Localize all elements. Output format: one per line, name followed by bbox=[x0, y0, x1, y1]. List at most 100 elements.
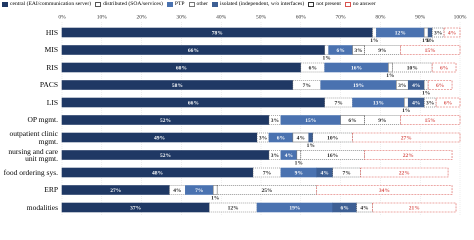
y-tick-label: HIS bbox=[45, 27, 58, 37]
legend-swatch bbox=[188, 1, 195, 7]
y-tick-label: modalities bbox=[26, 202, 58, 212]
bar-segment bbox=[423, 80, 429, 90]
value-label: 3% bbox=[259, 135, 267, 141]
value-label: 1% bbox=[307, 143, 315, 149]
legend-item: central (EAI/communication server) bbox=[2, 1, 91, 7]
value-label: 22% bbox=[399, 170, 410, 176]
legend-item: other bbox=[188, 1, 208, 7]
value-label: 9% bbox=[378, 118, 386, 124]
bar-segment bbox=[372, 27, 377, 38]
value-label: 52% bbox=[160, 118, 171, 124]
legend-item: isolated (independent, w/o interfaces) bbox=[212, 1, 304, 7]
x-tick-label: 40% bbox=[216, 14, 227, 20]
value-label: 34% bbox=[379, 188, 390, 194]
value-label: 22% bbox=[403, 153, 414, 159]
value-label: 3% bbox=[271, 153, 279, 159]
value-label: 6% bbox=[340, 205, 348, 211]
value-label: 60% bbox=[176, 65, 187, 71]
bar-segment bbox=[388, 62, 393, 73]
x-tick-label: 90% bbox=[415, 14, 426, 20]
bar-segment bbox=[61, 185, 170, 195]
value-label: 6% bbox=[444, 100, 452, 106]
bar-segment bbox=[352, 132, 461, 143]
value-label: 37% bbox=[130, 205, 141, 211]
value-label: 4% bbox=[448, 30, 456, 36]
value-label: 15% bbox=[425, 48, 436, 54]
legend-label: no answer bbox=[352, 1, 376, 7]
y-tick-label: nursing and care unit mgmt. bbox=[8, 146, 58, 163]
value-label: 3% bbox=[426, 100, 434, 106]
value-label: 48% bbox=[152, 170, 163, 176]
value-label: 52% bbox=[160, 153, 171, 159]
legend-label: central (EAI/communication server) bbox=[10, 1, 92, 7]
plot: 0% 10% 20% 30% 40% 50% 60% 70% 80% 90% 100% 78% 1% 12… bbox=[58, 14, 467, 216]
bar-segment bbox=[431, 62, 457, 73]
value-label: 4% bbox=[412, 100, 420, 106]
bar-segment bbox=[316, 185, 453, 195]
y-tick-label: RIS bbox=[46, 62, 58, 72]
value-label: 10% bbox=[407, 65, 418, 71]
value-label: 6% bbox=[348, 118, 356, 124]
bar-segment bbox=[308, 132, 314, 143]
value-label: 12% bbox=[395, 30, 406, 36]
bar-segment bbox=[372, 202, 457, 213]
bar-segment bbox=[300, 150, 365, 160]
bar-segment bbox=[296, 150, 302, 160]
value-label: 1% bbox=[422, 90, 430, 96]
legend-swatch bbox=[344, 1, 351, 7]
y-tick-label: LIS bbox=[46, 97, 58, 107]
legend-swatch bbox=[2, 1, 8, 7]
value-label: 7% bbox=[195, 188, 203, 194]
bar-segment bbox=[427, 80, 453, 90]
x-tick-label: 50% bbox=[256, 14, 267, 20]
value-label: 9% bbox=[295, 170, 303, 176]
value-label: 1% bbox=[323, 55, 331, 61]
x-tick-label: 80% bbox=[375, 14, 386, 20]
legend-swatch bbox=[212, 1, 219, 7]
value-label: 13% bbox=[373, 100, 384, 106]
legend-item: distributed (SOA/services) bbox=[95, 1, 163, 7]
value-label: 21% bbox=[409, 205, 420, 211]
legend-label: distributed (SOA/services) bbox=[103, 1, 163, 7]
value-label: 66% bbox=[188, 48, 199, 54]
y-tick-label: food ordering sys. bbox=[3, 167, 58, 177]
bar-segment bbox=[399, 115, 461, 125]
value-label: 3% bbox=[398, 83, 406, 89]
y-tick-label: PACS bbox=[39, 80, 58, 89]
value-label: 7% bbox=[342, 170, 350, 176]
bar-segment bbox=[360, 167, 449, 178]
value-label: 19% bbox=[353, 83, 364, 89]
value-label: 6% bbox=[309, 65, 317, 71]
value-label: 27% bbox=[110, 188, 121, 194]
value-label: 7% bbox=[303, 83, 311, 89]
value-label: 3% bbox=[271, 118, 279, 124]
x-tick-label: 70% bbox=[336, 14, 347, 20]
value-label: 58% bbox=[172, 83, 183, 89]
value-label: 7% bbox=[263, 170, 271, 176]
value-label: 6% bbox=[436, 83, 444, 89]
bar-segment bbox=[423, 27, 429, 38]
value-label: 1% bbox=[295, 160, 303, 166]
bar-segment bbox=[403, 97, 409, 108]
legend-swatch bbox=[308, 1, 315, 7]
x-tick-label: 20% bbox=[137, 14, 148, 20]
value-label: 1% bbox=[386, 73, 394, 79]
value-label: 16% bbox=[351, 65, 362, 71]
y-tick-label: MIS bbox=[44, 45, 58, 54]
y-tick-label: OP mgmt. bbox=[27, 115, 58, 124]
y-tick-label: outpatient clinic mgmt. bbox=[9, 129, 58, 146]
value-label: 27% bbox=[401, 135, 412, 141]
value-label: 4% bbox=[285, 153, 293, 159]
y-tick-label: ERP bbox=[44, 185, 58, 194]
value-label: 4% bbox=[321, 170, 329, 176]
value-label: 1% bbox=[422, 38, 430, 44]
x-tick-label: 10% bbox=[97, 14, 108, 20]
legend-item: no answer bbox=[344, 1, 376, 7]
value-label: 25% bbox=[261, 188, 272, 194]
x-tick-label: 100% bbox=[454, 14, 467, 20]
bar-segment bbox=[443, 27, 461, 38]
legend-swatch bbox=[95, 1, 102, 7]
bar-segment bbox=[364, 150, 453, 160]
chart: 0% 10% 20% 30% 40% 50% 60% 70% 80% 90% 100% 78% 1% 12… bbox=[2, 1, 467, 216]
x-tick-label: 0% bbox=[58, 14, 66, 20]
